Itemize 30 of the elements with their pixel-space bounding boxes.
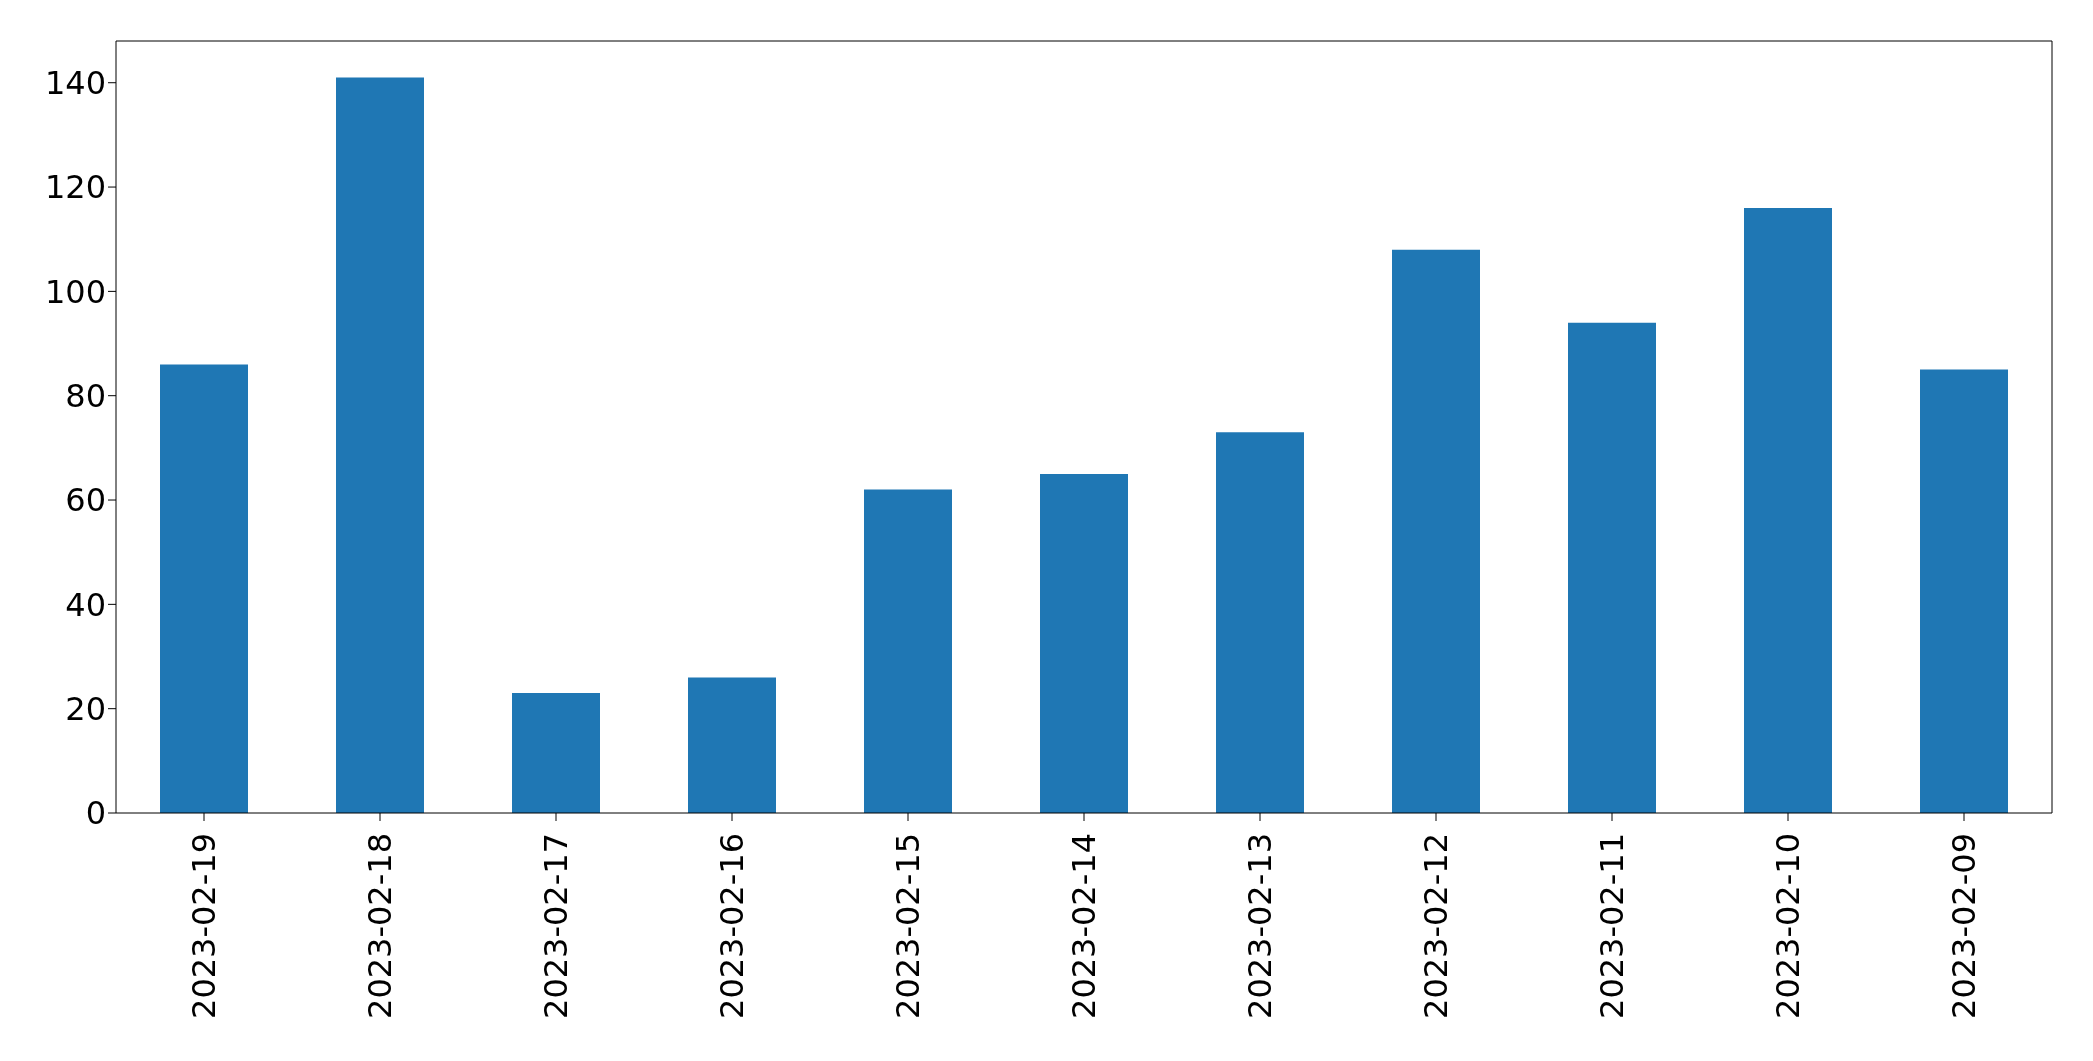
y-tick-label: 100 <box>44 272 106 311</box>
y-tick-label: 120 <box>44 168 106 207</box>
bar <box>864 489 952 813</box>
x-tick-label: 2023-02-10 <box>1769 833 1807 1019</box>
bar <box>160 364 248 813</box>
x-tick-label: 2023-02-17 <box>537 833 575 1019</box>
y-tick-label: 20 <box>65 690 106 729</box>
bar <box>688 677 776 813</box>
y-tick-label: 140 <box>44 64 106 103</box>
bar <box>1392 249 1480 813</box>
bar <box>1744 207 1832 813</box>
y-tick-label: 40 <box>65 585 106 624</box>
x-tick-label: 2023-02-16 <box>713 833 751 1019</box>
bar <box>1568 322 1656 813</box>
bar <box>1040 473 1128 813</box>
y-tick-label: 60 <box>65 481 106 520</box>
x-tick-label: 2023-02-15 <box>889 833 927 1019</box>
x-tick-label: 2023-02-18 <box>361 833 399 1019</box>
x-tick-label: 2023-02-09 <box>1945 833 1983 1019</box>
bar <box>336 77 424 813</box>
bar <box>512 693 600 813</box>
x-tick-label: 2023-02-11 <box>1593 833 1631 1019</box>
x-tick-label: 2023-02-12 <box>1417 833 1455 1019</box>
x-tick-label: 2023-02-13 <box>1241 833 1279 1019</box>
y-tick-label: 0 <box>85 794 106 833</box>
y-tick-label: 80 <box>65 377 106 416</box>
bar <box>1920 369 2008 813</box>
x-tick-label: 2023-02-19 <box>185 833 223 1019</box>
x-tick-label: 2023-02-14 <box>1065 833 1103 1019</box>
bar <box>1216 432 1304 813</box>
